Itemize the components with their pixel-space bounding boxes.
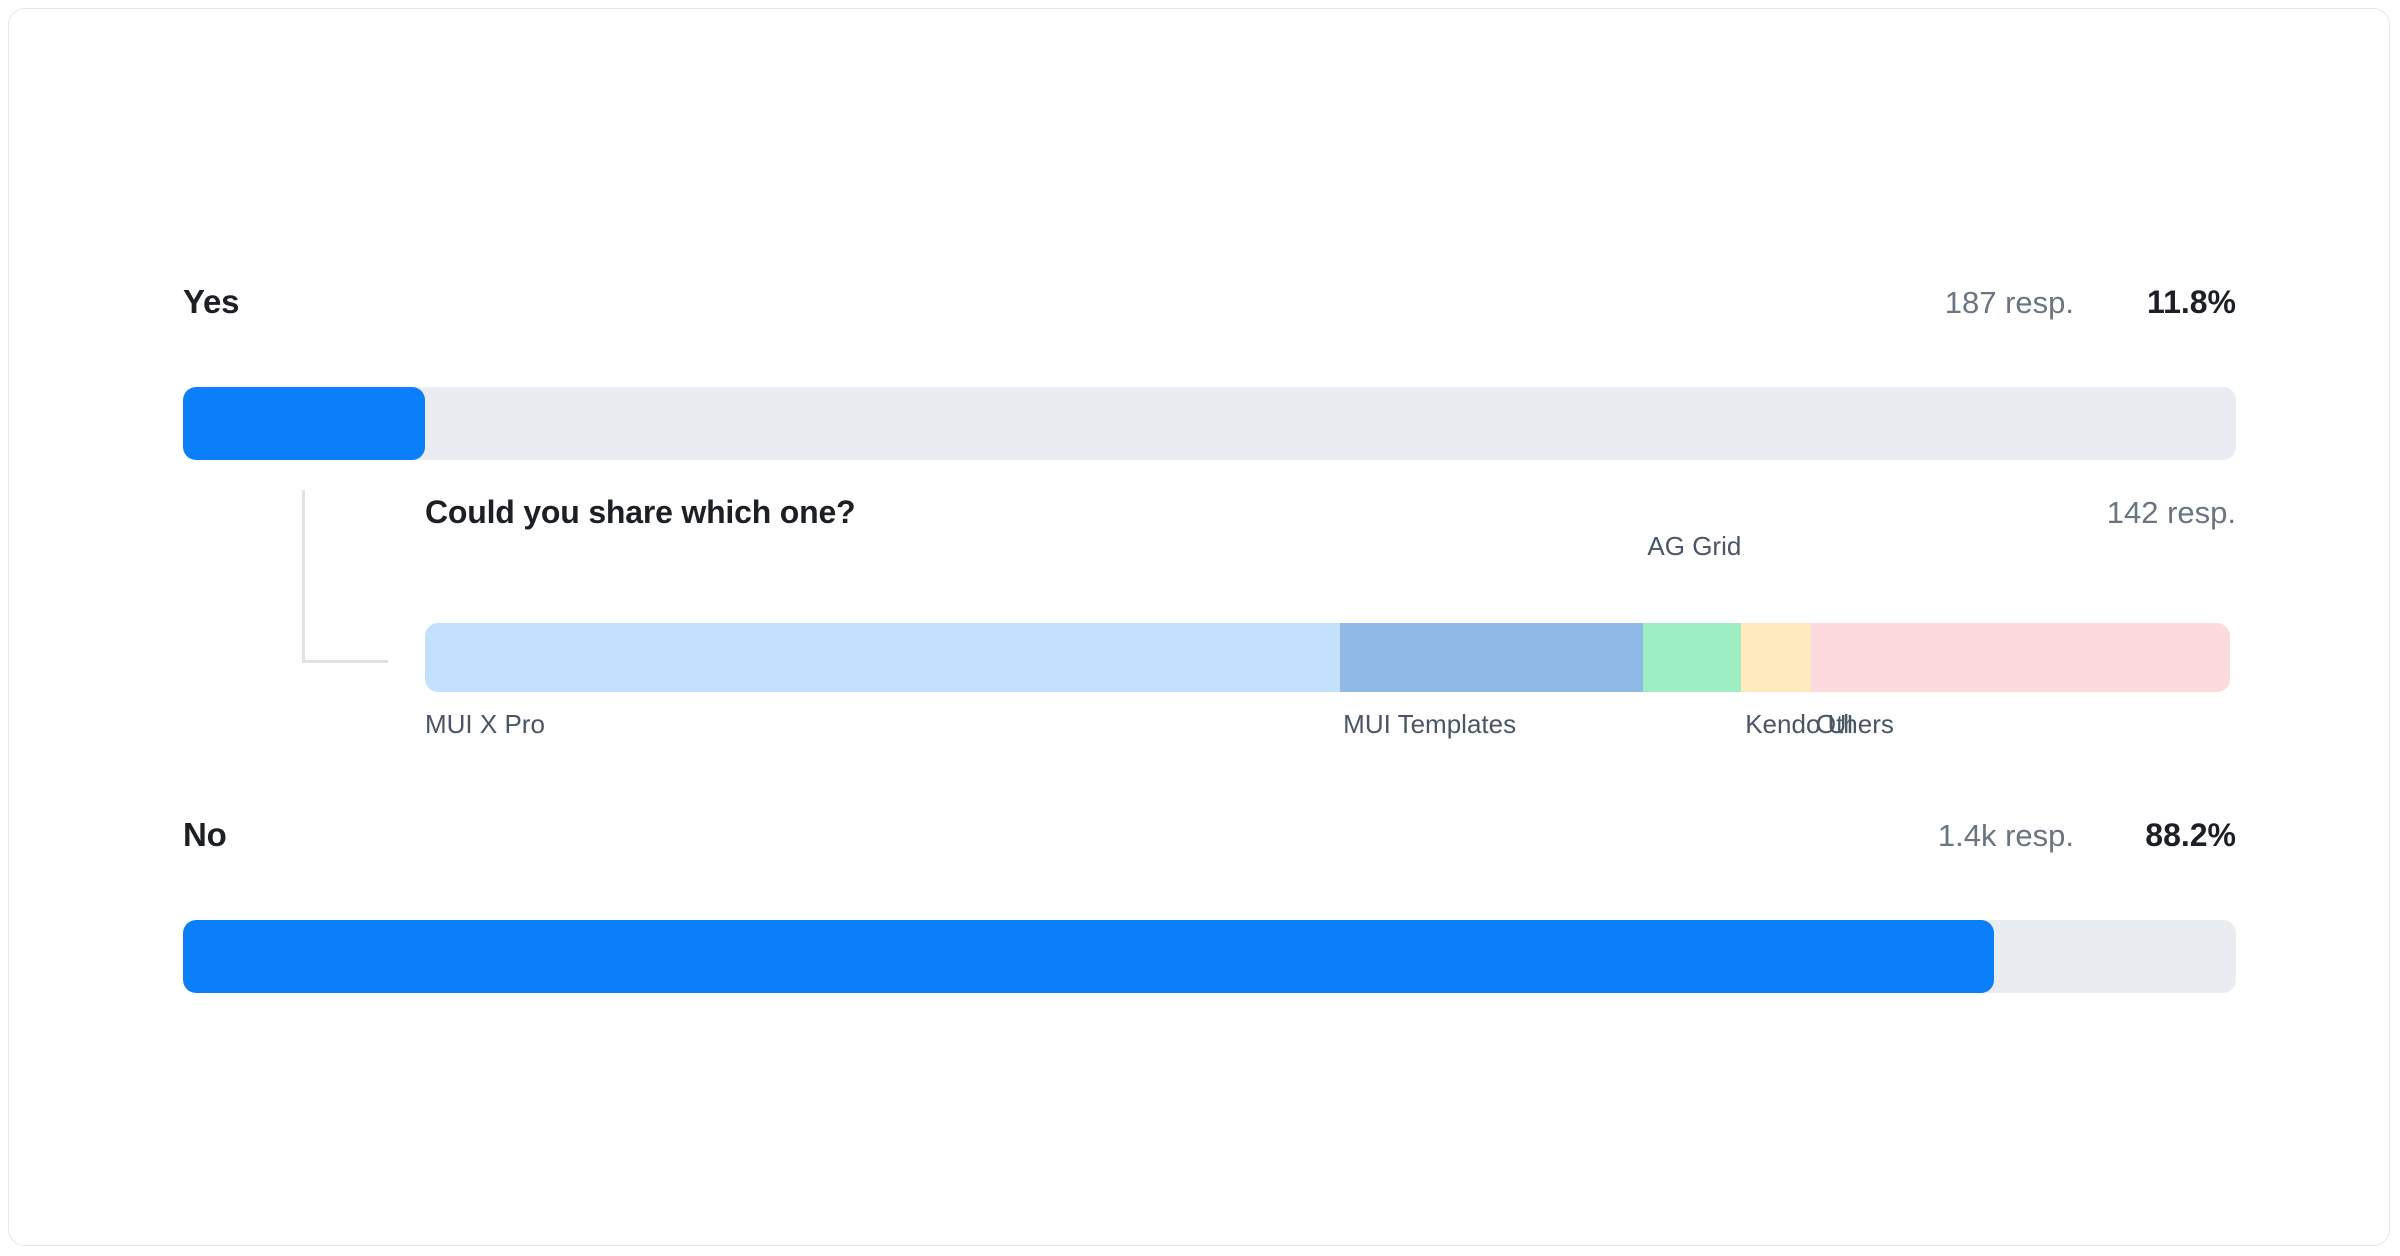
answer-row-yes: Yes 187 resp. 11.8% bbox=[183, 281, 2236, 460]
segment-label-mui-templates: MUI Templates bbox=[1343, 709, 1517, 739]
response-count-no: 1.4k resp. bbox=[1937, 818, 2074, 853]
answer-header-no: No 1.4k resp. 88.2% bbox=[183, 814, 2236, 860]
stacked-segment-mui-x-pro[interactable] bbox=[425, 623, 1341, 692]
stacked-segment-mui-templates[interactable] bbox=[1340, 623, 1644, 692]
segment-label-ag-grid: AG Grid bbox=[1647, 531, 1742, 561]
nested-response-count: 142 resp. bbox=[2106, 495, 2236, 530]
stacked-segment-ag-grid[interactable] bbox=[1643, 623, 1741, 692]
nested-question-block: Could you share which one? 142 resp. MUI… bbox=[183, 490, 2236, 770]
answer-row-no: No 1.4k resp. 88.2% bbox=[183, 814, 2236, 993]
stacked-segment-kendo-ui[interactable] bbox=[1740, 623, 1812, 692]
segment-label-others: Others bbox=[1815, 709, 1894, 739]
survey-result-card: Yes 187 resp. 11.8% Could you share whic… bbox=[8, 8, 2390, 1246]
answer-header-yes: Yes 187 resp. 11.8% bbox=[183, 281, 2236, 327]
stacked-bar-track bbox=[425, 623, 2230, 692]
answer-label-yes: Yes bbox=[183, 283, 240, 320]
progress-track-yes bbox=[183, 387, 2236, 460]
answer-stats-yes: 187 resp. 11.8% bbox=[1945, 281, 2236, 324]
nested-question-header: Could you share which one? 142 resp. bbox=[425, 490, 2236, 538]
answer-stats-no: 1.4k resp. 88.2% bbox=[1938, 814, 2236, 857]
progress-track-no bbox=[183, 920, 2236, 993]
progress-fill-yes bbox=[183, 387, 426, 460]
chart-content-column: Yes 187 resp. 11.8% Could you share whic… bbox=[183, 9, 2236, 1245]
segment-label-kendo-ui: Kendo UI bbox=[1745, 709, 1854, 739]
progress-fill-no bbox=[183, 920, 1994, 993]
response-count-yes: 187 resp. bbox=[1944, 285, 2074, 320]
answer-label-no: No bbox=[183, 816, 227, 853]
nested-question-content: Could you share which one? 142 resp. MUI… bbox=[425, 490, 2236, 739]
nesting-connector-line bbox=[302, 490, 388, 663]
nested-question-title: Could you share which one? bbox=[425, 494, 856, 530]
stacked-segment-others[interactable] bbox=[1811, 623, 2230, 692]
percentage-no: 88.2% bbox=[2145, 817, 2236, 853]
percentage-yes: 11.8% bbox=[2147, 284, 2236, 320]
segment-label-mui-x-pro: MUI X Pro bbox=[425, 709, 545, 739]
